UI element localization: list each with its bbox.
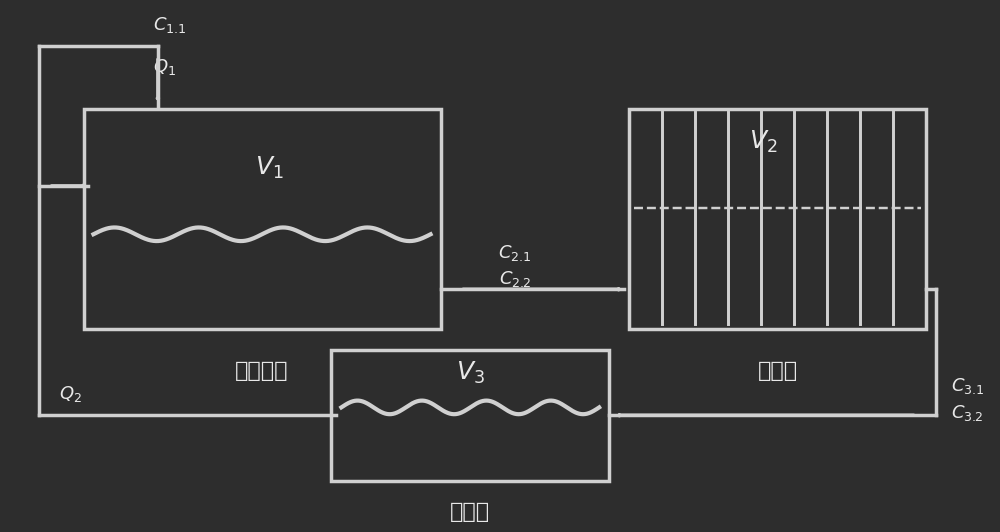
- Text: $C_{3.2}$: $C_{3.2}$: [951, 403, 984, 422]
- Text: $V_2$: $V_2$: [749, 129, 777, 155]
- Text: 废液槽: 废液槽: [450, 502, 490, 522]
- Bar: [629, 109, 926, 329]
- Bar: [84, 109, 440, 329]
- Bar: [331, 350, 609, 481]
- Text: $Q_2$: $Q_2$: [59, 384, 82, 404]
- Text: $V_3$: $V_3$: [456, 360, 485, 386]
- Text: $C_{2.1}$: $C_{2.1}$: [498, 243, 532, 263]
- Text: $C_{1.1}$: $C_{1.1}$: [153, 15, 186, 35]
- Text: 电解槽: 电解槽: [758, 361, 798, 381]
- Text: $V_1$: $V_1$: [255, 155, 283, 181]
- Text: $C_{2.2}$: $C_{2.2}$: [499, 269, 531, 289]
- Text: $Q_1$: $Q_1$: [153, 57, 176, 77]
- Text: $C_{3.1}$: $C_{3.1}$: [951, 377, 985, 396]
- Text: 混合液槽: 混合液槽: [235, 361, 289, 381]
